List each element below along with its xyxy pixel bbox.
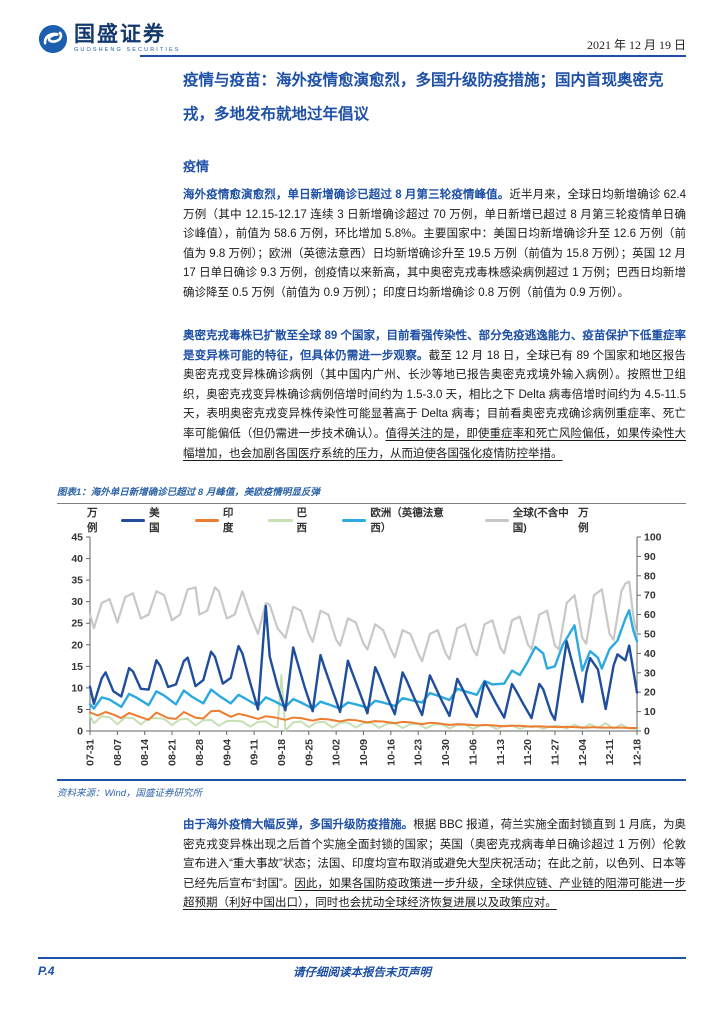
series-line-europe — [88, 609, 639, 710]
footer-rule — [38, 957, 686, 959]
paragraph-underline: 值得关注的是，即使重症率和死亡风险偏低，如果传染性大幅增加，也会加剧各国医疗系统… — [183, 427, 687, 460]
x-tick-label: 07-31 — [85, 739, 97, 766]
legend-swatch-brazil — [268, 518, 293, 522]
brand-name: 国盛证券 — [74, 23, 166, 47]
x-tick-label: 08-07 — [112, 739, 124, 766]
report-date: 2021 年 12 月 19 日 — [586, 38, 686, 52]
legend-swatch-global — [484, 518, 509, 522]
x-tick-label: 12-11 — [604, 739, 616, 765]
left-tick-label: 5 — [77, 704, 83, 716]
brand-logo-icon — [38, 24, 68, 54]
paragraph-lockdowns: 由于海外疫情大幅反弹，多国升级防疫措施。根据 BBC 报道，荷兰实施全面封锁直到… — [183, 816, 686, 914]
legend-item-europe: 欧洲（英德法意西） — [342, 505, 458, 535]
figure-title-rule — [57, 503, 686, 504]
right-tick-label: 40 — [644, 648, 656, 660]
section-heading: 疫情 — [183, 159, 210, 174]
legend-label: 欧洲（英德法意西） — [370, 507, 444, 534]
legend-items: 美国 印度 巴西 欧洲（英德法意西） 全球(不含中国) — [120, 505, 579, 535]
x-tick-label: 11-06 — [467, 739, 479, 765]
right-tick-label: 90 — [644, 551, 656, 563]
left-tick-label: 40 — [71, 553, 83, 565]
legend-label: 全球(不含中国) — [512, 507, 569, 534]
left-tick-label: 10 — [71, 682, 83, 694]
legend-swatch-us — [120, 518, 146, 522]
report-title: 疫情与疫苗：海外疫情愈演愈烈，多国升级防疫措施；国内首现奥密克戎，多地发布就地过… — [183, 72, 664, 123]
covid-line-chart: 0 5 10 15 20 25 30 35 40 45 0 10 20 30 40 50 60 70 80 90 100… — [71, 532, 662, 766]
legend-item-india: 印度 — [194, 505, 243, 535]
x-tick-label: 08-14 — [139, 739, 151, 766]
figure-source-rule — [57, 779, 686, 781]
series-line-brazil — [89, 674, 638, 732]
x-tick-label: 09-11 — [249, 739, 261, 765]
x-tick-label: 09-18 — [276, 739, 288, 766]
x-tick-label: 10-09 — [358, 739, 370, 766]
x-tick-label: 11-27 — [549, 739, 561, 765]
legend-label: 巴西 — [296, 507, 308, 534]
left-tick-label: 35 — [71, 575, 83, 587]
right-axis-unit: 万例 — [578, 507, 589, 534]
x-tick-label: 08-21 — [167, 739, 179, 766]
figure-1: 图表1：海外单日新增确诊已超过 8 月峰值，美欧疫情明显反弹 万例 美国 印度 巴西… — [57, 486, 686, 799]
legend-item-us: 美国 — [120, 505, 169, 535]
paragraph-lead: 由于海外疫情大幅反弹，多国升级防疫措施。 — [183, 819, 414, 831]
right-tick-label: 50 — [644, 629, 656, 641]
right-tick-label: 60 — [644, 609, 656, 621]
right-tick-label: 0 — [644, 726, 650, 738]
legend-swatch-india — [194, 518, 219, 522]
x-tick-label: 10-02 — [331, 739, 343, 766]
right-tick-label: 10 — [644, 706, 656, 718]
x-tick-label: 08-28 — [194, 739, 206, 766]
x-tick-label: 09-04 — [221, 739, 233, 766]
x-tick-label: 10-30 — [440, 739, 452, 766]
brand-text: 国盛证券 GUOSHENG SECURITIES — [74, 24, 181, 54]
series-line-us — [88, 604, 639, 721]
left-tick-label: 15 — [71, 661, 83, 673]
legend-swatch-europe — [342, 518, 367, 522]
left-tick-label: 25 — [71, 618, 83, 630]
chart-legend: 万例 美国 印度 巴西 欧洲（英德法意西） 全球(不含中国) 万例 — [57, 507, 686, 534]
series-line-global — [88, 580, 639, 663]
paragraph-underline: 因此，如果各国防疫政策进一步升级，全球供应链、产业链的阻滞可能进一步超预期（利好… — [183, 877, 686, 910]
x-tick-label: 10-16 — [385, 739, 397, 766]
x-tick-label: 11-13 — [495, 739, 507, 765]
header-rule — [140, 55, 686, 57]
paragraph-body: 近半月来，全球日均新增确诊 62.4 万例（其中 12.15-12.17 连续 … — [183, 189, 686, 299]
right-tick-label: 70 — [644, 590, 656, 602]
left-tick-label: 30 — [71, 596, 83, 608]
series-line-india — [89, 709, 638, 729]
legend-item-brazil: 巴西 — [268, 505, 316, 535]
paragraph-lead: 奥密克戎毒株已扩散至全球 89 个国家，目前看强传染性、部分免疫逃逸能力、疫苗保… — [183, 330, 686, 362]
footer-disclaimer: 请仔细阅读本报告末页声明 — [293, 967, 431, 979]
paragraph-body: 根据 BBC 报道，荷兰实施全面封锁直到 1 月底，为奥密克戎变异株出现之后首个… — [183, 819, 686, 890]
right-tick-label: 30 — [644, 667, 656, 679]
left-tick-label: 45 — [71, 532, 83, 544]
paragraph-epidemic-overview: 海外疫情愈演愈烈，单日新增确诊已超过 8 月第三轮疫情峰值。近半月来，全球日均新… — [183, 186, 686, 304]
paragraph-omicron: 奥密克戎毒株已扩散至全球 89 个国家，目前看强传染性、部分免疫逃逸能力、疫苗保… — [183, 327, 686, 464]
brand-subtitle: GUOSHENG SECURITIES — [74, 47, 181, 54]
figure-source: 资料来源：Wind，国盛证券研究所 — [57, 788, 203, 799]
x-tick-label: 11-20 — [522, 739, 534, 765]
figure-title: 图表1：海外单日新增确诊已超过 8 月峰值，美欧疫情明显反弹 — [57, 487, 320, 498]
x-tick-label: 09-25 — [303, 739, 315, 766]
legend-label: 印度 — [222, 507, 234, 534]
x-tick-label: 10-23 — [413, 739, 425, 766]
page-number: P.4 — [38, 964, 55, 978]
left-axis-unit: 万例 — [87, 507, 98, 534]
paragraph-body: 截至 12 月 18 日，全球已有 89 个国家和地区报告奥密克戎变异株确诊病例… — [183, 349, 687, 440]
left-tick-label: 0 — [77, 726, 83, 738]
right-tick-label: 80 — [644, 570, 656, 582]
right-tick-label: 20 — [644, 687, 656, 699]
left-tick-label: 20 — [71, 639, 83, 651]
legend-label: 美国 — [149, 507, 160, 534]
legend-item-global: 全球(不含中国) — [484, 505, 579, 535]
x-tick-label: 12-04 — [577, 739, 589, 766]
brand: 国盛证券 GUOSHENG SECURITIES — [38, 24, 181, 54]
x-tick-label: 12-18 — [632, 739, 644, 766]
paragraph-lead: 海外疫情愈演愈烈，单日新增确诊已超过 8 月第三轮疫情峰值。 — [183, 189, 510, 201]
right-tick-label: 100 — [644, 532, 662, 544]
